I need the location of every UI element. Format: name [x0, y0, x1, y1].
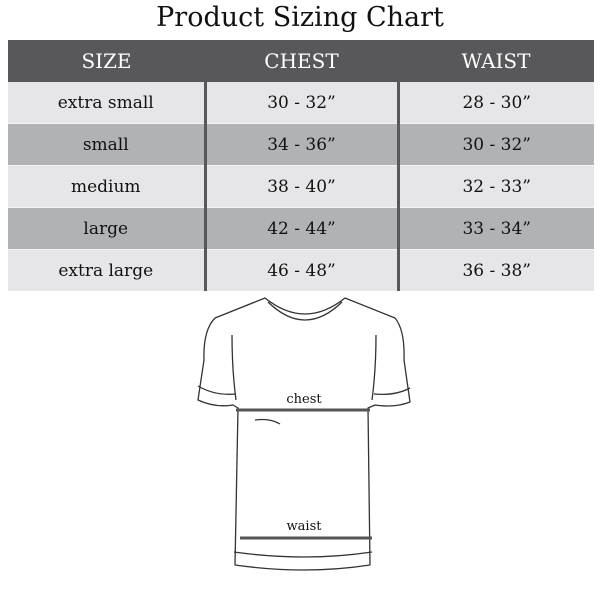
size-table: SIZE CHEST WAIST extra small 30 - 32” 28…	[8, 40, 594, 291]
table-row: extra small 30 - 32” 28 - 30”	[8, 82, 594, 124]
tshirt-outline	[197, 297, 411, 571]
tshirt-diagram: chest waist	[197, 297, 411, 571]
waist-label: waist	[287, 519, 323, 534]
chest-cell: 38 - 40”	[203, 165, 398, 208]
size-cell: small	[8, 123, 205, 166]
page-title: Product Sizing Chart	[156, 2, 444, 33]
waist-cell: 30 - 32”	[396, 123, 594, 166]
chest-cell: 42 - 44”	[203, 207, 398, 250]
header-waist: WAIST	[398, 40, 594, 82]
waist-cell: 33 - 34”	[396, 207, 594, 250]
waist-cell: 32 - 33”	[396, 165, 594, 208]
size-cell: extra small	[8, 82, 205, 124]
size-cell: extra large	[8, 249, 205, 291]
size-cell: large	[8, 207, 205, 250]
waist-cell: 28 - 30”	[396, 82, 594, 124]
size-cell: medium	[8, 165, 205, 208]
chest-cell: 30 - 32”	[203, 82, 398, 124]
table-header-row: SIZE CHEST WAIST	[8, 40, 594, 82]
table-row: medium 38 - 40” 32 - 33”	[8, 165, 594, 208]
chest-cell: 46 - 48”	[203, 249, 398, 291]
table-row: small 34 - 36” 30 - 32”	[8, 123, 594, 166]
table-row: extra large 46 - 48” 36 - 38”	[8, 249, 594, 291]
header-size: SIZE	[8, 40, 205, 82]
chest-label: chest	[286, 392, 322, 407]
header-chest: CHEST	[205, 40, 398, 82]
chest-cell: 34 - 36”	[203, 123, 398, 166]
table-row: large 42 - 44” 33 - 34”	[8, 207, 594, 250]
waist-cell: 36 - 38”	[396, 249, 594, 291]
